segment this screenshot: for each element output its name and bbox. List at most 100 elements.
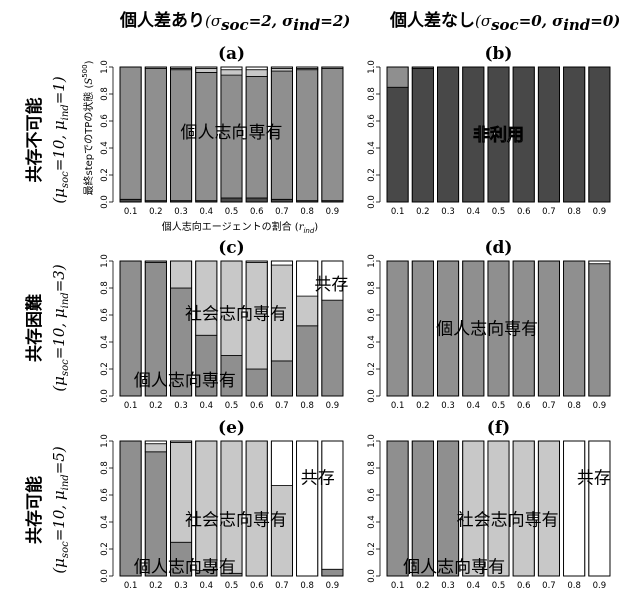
bar-outline [195, 440, 218, 577]
x-tick-label: 0.8 [300, 401, 314, 411]
bar-segment-社会志向専有 [220, 69, 243, 76]
bar-outline [588, 66, 611, 203]
bar-outline [296, 440, 319, 577]
bar-outline [462, 66, 485, 203]
x-tick-label: 0.3 [441, 401, 455, 411]
bar-segment-個人志向専有 [321, 568, 344, 577]
row-label-3-title: 共存可能 [24, 476, 45, 544]
y-tick-label: 0.0 [100, 195, 110, 209]
x-tick-label: 0.2 [416, 581, 430, 591]
bar-segment-社会志向専有 [512, 440, 535, 577]
y-tick-label: 0.6 [100, 114, 110, 128]
x-tick-label: 0.6 [250, 401, 264, 411]
bar-outline [563, 440, 586, 577]
row-label-1-title: 共存不可能 [24, 98, 45, 183]
bar-segment-共存 [296, 440, 319, 577]
bar-segment-個人志向専有 [321, 299, 344, 397]
bar-outline [220, 260, 243, 397]
x-tick-label: 0.7 [542, 581, 556, 591]
x-tick-label: 0.4 [467, 401, 481, 411]
x-tick-label: 0.9 [326, 581, 340, 591]
bar-segment-個人志向専有 [588, 263, 611, 397]
x-tick-label: 0.1 [124, 401, 138, 411]
x-tick-label: 0.3 [441, 581, 455, 591]
annotation-label: 共存 [314, 275, 348, 295]
y-tick-label: 0.2 [367, 542, 377, 556]
bar-segment-個人志向専有 [245, 368, 268, 397]
bar-outline [321, 440, 344, 577]
bar-outline [437, 66, 460, 203]
column-header-left: 個人差あり(σsoc=2, σind=2) [119, 10, 350, 34]
bar-outline [144, 260, 167, 397]
bar-segment-社会志向専有 [537, 440, 560, 577]
y-tick-label: 1.0 [100, 60, 110, 74]
x-tick-label: 0.1 [391, 207, 405, 217]
y-tick-label: 0.0 [100, 569, 110, 583]
bar-segment-個人志向専有 [144, 67, 167, 202]
column-header-right: 個人差なし(σsoc=0, σind=0) [389, 10, 620, 34]
bar-segment-社会志向専有 [245, 440, 268, 577]
bar-segment-社会志向専有 [296, 295, 319, 327]
bar-outline [144, 66, 167, 203]
annotation-label: 個人志向専有 [436, 320, 538, 340]
bar-outline [170, 66, 193, 203]
bar-outline [220, 440, 243, 577]
bar-segment-社会志向専有 [195, 67, 218, 73]
bar-segment-非利用 [411, 67, 434, 203]
x-tick-label: 0.9 [593, 401, 607, 411]
y-tick-label: 1.0 [100, 434, 110, 448]
annotation-label: 個人志向専有 [403, 558, 505, 578]
annotation-label: 社会志向専有 [185, 305, 287, 325]
row-label-1-params: (μsoc=10, μind=1) [50, 76, 71, 203]
x-tick-label: 0.1 [391, 401, 405, 411]
panel-letter: (b) [485, 44, 513, 64]
bar-segment-社会志向専有 [245, 69, 268, 77]
bar-outline [119, 66, 142, 203]
bar-outline [537, 440, 560, 577]
x-tick-label: 0.5 [492, 207, 506, 217]
y-tick-label: 0.6 [100, 488, 110, 502]
bar-outline [170, 260, 193, 397]
annotation-label: 共存 [577, 468, 611, 488]
bar-outline [119, 260, 142, 397]
bar-outline [296, 66, 319, 203]
x-tick-label: 0.4 [200, 207, 214, 217]
bar-segment-共存 [270, 440, 293, 486]
bar-segment-社会志向専有 [170, 260, 193, 289]
bar-outline [411, 66, 434, 203]
x-tick-label: 0.2 [149, 581, 163, 591]
x-tick-label: 0.3 [441, 207, 455, 217]
annotation-label: 社会志向専有 [457, 510, 559, 530]
annotation-label: 社会志向専有 [185, 510, 287, 530]
bar-outline [563, 260, 586, 397]
x-tick-label: 0.4 [200, 581, 214, 591]
bar-segment-社会志向専有 [270, 67, 293, 72]
bar-outline [386, 440, 409, 577]
y-tick-label: 1.0 [367, 434, 377, 448]
x-tick-label: 0.5 [492, 401, 506, 411]
x-tick-label: 0.7 [275, 207, 289, 217]
bar-segment-社会志向専有 [270, 485, 293, 577]
x-tick-label: 0.7 [275, 581, 289, 591]
bar-segment-共存 [321, 440, 344, 570]
bar-outline [270, 260, 293, 397]
bar-outline [296, 260, 319, 397]
x-tick-label: 0.1 [124, 207, 138, 217]
x-tick-label: 0.6 [517, 581, 531, 591]
x-tick-label: 0.5 [225, 581, 239, 591]
bar-outline [220, 66, 243, 203]
bar-segment-個人志向専有 [119, 66, 142, 200]
y-tick-label: 0.8 [367, 87, 377, 101]
y-tick-label: 0.8 [100, 461, 110, 475]
x-tick-label: 0.8 [567, 401, 581, 411]
x-tick-label: 0.9 [593, 207, 607, 217]
bar-outline [386, 66, 409, 203]
row-label-1: 共存不可能 (μsoc=10, μind=1) [24, 76, 71, 203]
bar-segment-非利用 [386, 86, 409, 203]
x-tick-label: 0.3 [174, 401, 188, 411]
annotation-label: 個人志向専有 [134, 371, 236, 391]
bar-segment-個人志向専有 [437, 440, 460, 577]
panel-letter: (d) [485, 238, 513, 258]
x-axis-label: 個人志向エージェントの割合 (rind) [162, 220, 319, 235]
x-tick-label: 0.3 [174, 207, 188, 217]
